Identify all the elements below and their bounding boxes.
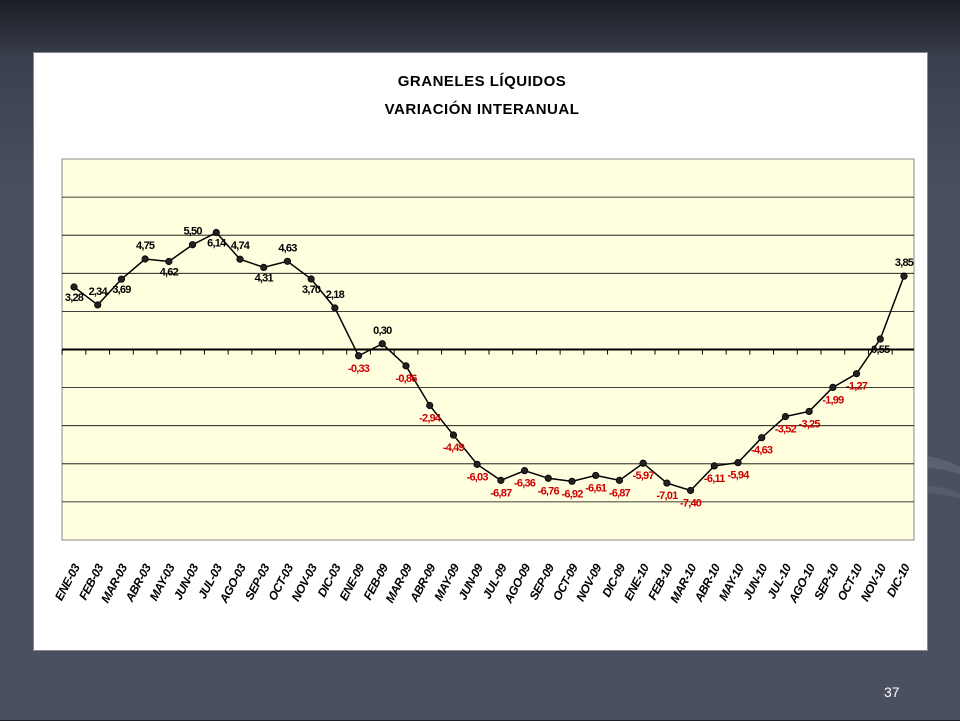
plot-area: [61, 158, 915, 541]
data-point: [378, 340, 386, 348]
data-point: [402, 362, 410, 370]
data-point: [473, 460, 481, 468]
data-label: 3,70: [302, 284, 321, 296]
page-number: 37: [884, 684, 900, 700]
x-tick-label: DIC-10: [884, 561, 913, 599]
line-chart: GRANELES LÍQUIDOS VARIACIÓN INTERANUAL E…: [52, 73, 915, 606]
data-point: [283, 257, 292, 265]
data-label: -6,92: [561, 488, 583, 500]
data-point: [426, 401, 434, 410]
data-label: 3,69: [112, 284, 131, 296]
data-point: [663, 479, 671, 487]
data-label: -5,97: [633, 470, 655, 482]
data-point: [449, 431, 458, 439]
data-labels: 3,28 2,34 3,69 4,75 4,62 5,50 6,14 4,74 4,31 4,63…: [65, 226, 915, 510]
data-point: [260, 263, 268, 271]
data-label: 0,55: [871, 344, 890, 356]
data-point: [165, 257, 173, 266]
chart-subtitle: VARIACIÓN INTERANUAL: [385, 100, 580, 118]
data-label: 3,28: [65, 292, 84, 304]
data-point: [520, 467, 529, 475]
data-label: 6,14: [207, 238, 227, 250]
data-label: -6,87: [609, 487, 631, 499]
data-point: [900, 272, 908, 280]
data-point: [354, 352, 363, 360]
data-point: [686, 486, 695, 495]
data-label: 4,62: [160, 266, 179, 278]
data-point: [758, 434, 766, 442]
data-label: -6,61: [585, 482, 607, 494]
data-point: [568, 477, 576, 485]
data-point: [805, 407, 813, 416]
data-label: -7,40: [680, 497, 702, 509]
chart-panel: GRANELES LÍQUIDOS VARIACIÓN INTERANUAL E…: [33, 52, 928, 651]
data-point: [544, 474, 552, 482]
data-label: -2,94: [419, 413, 442, 425]
data-point: [236, 255, 244, 263]
data-point: [497, 476, 505, 484]
data-point: [876, 335, 884, 343]
data-point: [639, 459, 647, 467]
data-label: -0,86: [395, 373, 417, 385]
data-point: [331, 304, 339, 312]
data-point: [734, 459, 742, 467]
data-label: -4,63: [751, 445, 773, 457]
data-label: -1,27: [846, 381, 868, 393]
series-path: [73, 231, 905, 492]
x-axis-tick-labels: ENE-03FEB-03MAR-03ABR-03MAY-03JUN-03JUL-…: [52, 561, 913, 606]
data-point: [307, 275, 315, 283]
data-point: [141, 255, 149, 263]
data-point: [710, 462, 718, 470]
data-label: -7,01: [656, 490, 678, 502]
data-label: 4,63: [278, 242, 297, 254]
data-label: 2,18: [326, 289, 345, 301]
data-label: 3,85: [895, 257, 914, 269]
data-point: [615, 476, 624, 484]
data-label: -6,03: [467, 471, 489, 483]
data-label: -5,94: [727, 470, 750, 482]
data-label: 4,31: [255, 272, 274, 284]
data-point: [188, 241, 197, 249]
data-label: 4,75: [136, 240, 155, 252]
series-line: [70, 228, 908, 495]
data-point: [781, 412, 790, 421]
data-label: -1,99: [822, 394, 844, 406]
data-point: [94, 301, 102, 309]
data-label: -3,25: [799, 418, 821, 430]
data-point: [829, 383, 837, 392]
data-point: [212, 228, 220, 237]
data-label: 4,74: [231, 240, 251, 252]
data-label: -6,76: [538, 485, 560, 497]
data-label: -0,33: [348, 363, 370, 375]
data-label: -4,49: [443, 442, 465, 454]
data-label: -3,52: [775, 424, 797, 436]
data-label: -6,11: [704, 473, 725, 485]
data-point: [852, 370, 861, 378]
chart-title: GRANELES LÍQUIDOS: [398, 73, 567, 90]
data-label: -6,36: [514, 478, 536, 490]
data-label: 5,50: [183, 226, 202, 238]
data-point: [592, 471, 600, 480]
data-point: [70, 283, 78, 291]
data-label: 2,34: [89, 286, 109, 298]
data-label: -6,87: [490, 487, 512, 499]
data-label: 0,30: [373, 325, 392, 337]
data-point: [117, 275, 126, 283]
